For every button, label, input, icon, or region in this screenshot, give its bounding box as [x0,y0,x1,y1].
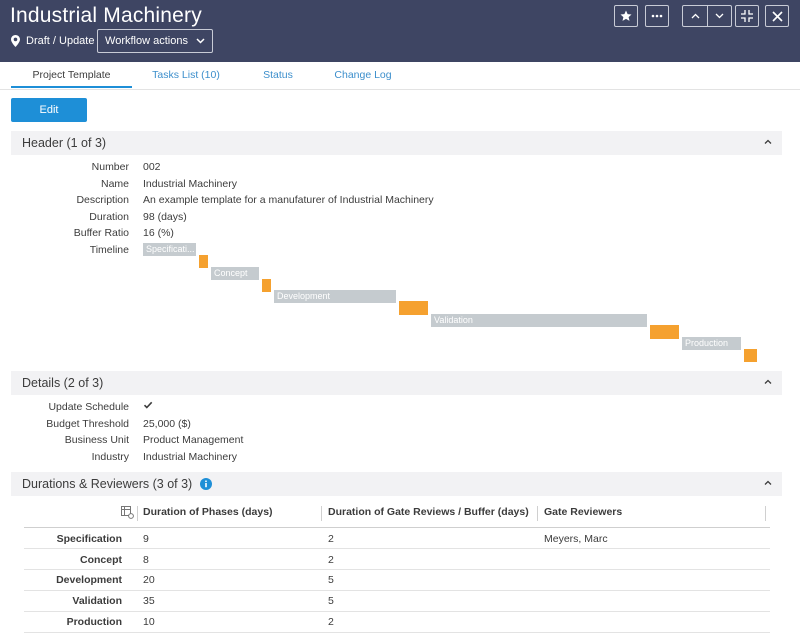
section-header[interactable]: Durations & Reviewers (3 of 3) [11,472,782,496]
close-icon [771,10,783,22]
field-value-name: Industrial Machinery [143,178,237,190]
tab-change-log[interactable]: Change Log [334,69,392,81]
location-pin-icon [11,35,20,47]
field-value-budget-threshold: 25,000 ($) [143,418,191,430]
timeline-gate-bar [650,325,679,339]
edit-button[interactable]: Edit [11,98,87,122]
field-value-business-unit: Product Management [143,434,244,446]
cell-gate-duration[interactable]: 5 [328,595,334,607]
chevron-up-icon[interactable] [763,377,773,387]
cell-phase-duration[interactable]: 20 [143,574,155,586]
column-header-phase-duration[interactable]: Duration of Phases (days) [143,506,273,518]
timeline-gate-bar [262,279,271,292]
field-value-buffer-ratio: 16 (%) [143,227,174,239]
row-divider [24,632,770,633]
record-navigation [682,5,732,27]
row-divider [24,548,770,549]
field-label-name: Name [100,178,129,190]
field-label-description: Description [76,194,129,206]
next-record-button[interactable] [707,6,731,26]
tab-bar: Project Template Tasks List (10) Status … [0,62,800,90]
field-value-number: 002 [143,161,161,173]
table-settings-icon[interactable] [121,506,134,519]
favorite-button[interactable] [614,5,638,27]
row-header: Specification [56,533,122,545]
column-divider [137,506,138,521]
workflow-state-label: Draft / Update [26,35,95,47]
cell-phase-duration[interactable]: 9 [143,533,149,545]
title-bar: Industrial Machinery Draft / Update Work… [0,0,800,62]
column-header-gate-duration[interactable]: Duration of Gate Reviews / Buffer (days) [328,506,529,518]
chevron-up-icon[interactable] [763,137,773,147]
field-label-timeline: Timeline [89,244,129,256]
close-button[interactable] [765,5,789,27]
row-divider [24,590,770,591]
row-divider [24,569,770,570]
column-divider [537,506,538,521]
section-header[interactable]: Header (1 of 3) [11,131,782,155]
section-title: Header (1 of 3) [22,136,107,150]
field-label-business-unit: Business Unit [64,434,129,446]
cell-gate-duration[interactable]: 2 [328,616,334,628]
cell-gate-duration[interactable]: 2 [328,533,334,545]
cell-gate-duration[interactable]: 2 [328,554,334,566]
chevron-down-icon [715,13,724,19]
timeline-phase-bar: Validation [431,314,647,327]
previous-record-button[interactable] [683,6,707,26]
field-label-buffer-ratio: Buffer Ratio [73,227,129,239]
timeline-gate-bar [399,301,428,315]
timeline-phase-bar: Specificati... [143,243,196,256]
row-header: Validation [72,595,122,607]
cell-gate-reviewers[interactable]: Meyers, Marc [544,533,608,545]
column-divider [321,506,322,521]
column-divider [765,506,766,521]
workflow-state: Draft / Update [11,35,94,47]
row-header: Concept [80,554,122,566]
cell-phase-duration[interactable]: 10 [143,616,155,628]
chevron-up-icon[interactable] [763,478,773,488]
tab-tasks-list[interactable]: Tasks List (10) [152,69,220,81]
section-title: Durations & Reviewers (3 of 3) [22,477,193,491]
timeline-gate-bar [199,255,208,268]
field-value-duration: 98 (days) [143,211,187,223]
field-value-description: An example template for a manufaturer of… [143,194,434,206]
star-icon [620,10,632,21]
field-label-number: Number [91,161,129,173]
row-header: Development [56,574,122,586]
cell-phase-duration[interactable]: 35 [143,595,155,607]
field-value-industry: Industrial Machinery [143,451,237,463]
collapse-view-button[interactable] [735,5,759,27]
chevron-up-icon [691,13,699,19]
more-icon [651,14,663,18]
active-tab-indicator [11,86,132,88]
timeline-phase-bar: Production [682,337,741,350]
info-icon[interactable] [200,478,213,490]
row-header: Production [66,616,122,628]
field-label-budget-threshold: Budget Threshold [46,418,129,430]
workflow-actions-label: Workflow actions [105,35,188,47]
collapse-icon [741,10,753,22]
cell-gate-duration[interactable]: 5 [328,574,334,586]
more-options-button[interactable] [645,5,669,27]
field-label-update-schedule: Update Schedule [48,401,129,413]
chevron-down-icon [196,38,205,44]
field-label-industry: Industry [91,451,129,463]
section-title: Details (2 of 3) [22,376,104,390]
page-title: Industrial Machinery [10,4,202,27]
field-label-duration: Duration [89,211,129,223]
tab-status[interactable]: Status [263,69,293,81]
section-header[interactable]: Details (2 of 3) [11,371,782,395]
timeline-gate-bar [744,349,757,362]
checkmark-icon [143,401,153,409]
workflow-actions-button[interactable]: Workflow actions [97,29,213,53]
tab-project-template[interactable]: Project Template [32,69,111,81]
column-header-gate-reviewers[interactable]: Gate Reviewers [544,506,623,518]
timeline-phase-bar: Concept [211,267,259,280]
row-divider [24,611,770,612]
timeline-phase-bar: Development [274,290,396,303]
table-header-line [24,527,770,528]
cell-phase-duration[interactable]: 8 [143,554,149,566]
